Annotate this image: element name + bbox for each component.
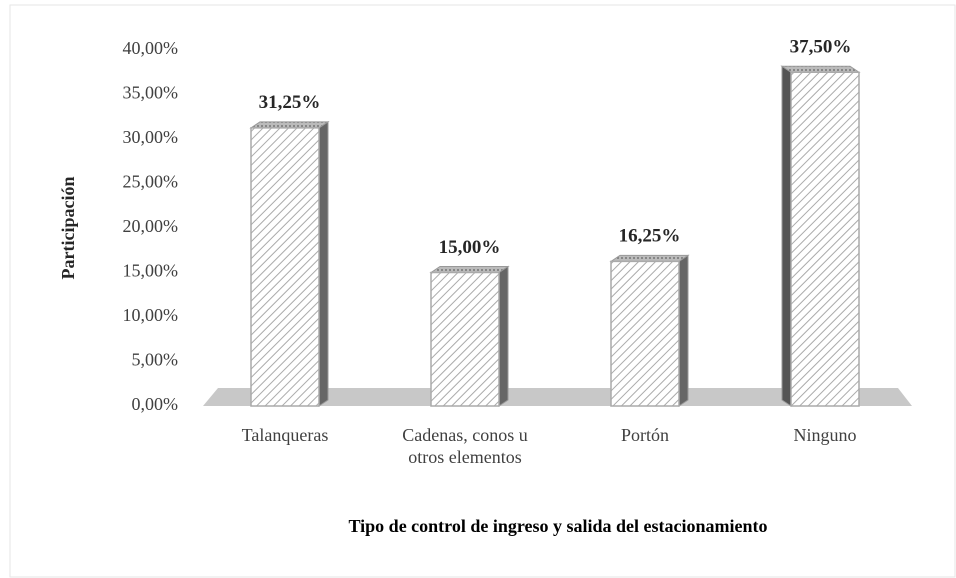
- x-tick-label: Portón: [620, 425, 669, 445]
- bar-top: [249, 121, 330, 129]
- data-label: 16,25%: [619, 226, 681, 247]
- bar-side: [318, 120, 329, 407]
- y-tick-label: 30,00%: [123, 127, 179, 147]
- x-axis-label: Tipo de control de ingreso y salida del …: [348, 516, 767, 536]
- y-tick-label: 40,00%: [123, 38, 179, 58]
- frame: [9, 4, 956, 578]
- y-tick-label: 0,00%: [132, 394, 179, 414]
- bar-top: [609, 254, 690, 262]
- y-tick-label: 25,00%: [123, 172, 179, 192]
- data-label: 37,50%: [790, 37, 852, 58]
- x-tick-label: Ninguno: [793, 425, 857, 445]
- bar-side: [498, 265, 509, 407]
- y-tick-label: 20,00%: [123, 216, 179, 236]
- bar: [430, 271, 500, 407]
- y-tick-label: 10,00%: [123, 305, 179, 325]
- bar: [610, 260, 680, 407]
- y-tick-label: 5,00%: [132, 350, 179, 370]
- bar-top: [780, 65, 861, 73]
- bar: [250, 127, 320, 407]
- data-label: 15,00%: [439, 237, 501, 258]
- data-label: 31,25%: [259, 92, 321, 113]
- bar-side: [678, 254, 689, 407]
- bar-side: [781, 65, 792, 407]
- y-axis-label: Participación: [58, 177, 78, 280]
- y-tick-label: 15,00%: [123, 261, 179, 281]
- floor: [203, 388, 912, 406]
- bar: [790, 71, 860, 407]
- y-tick-label: 35,00%: [123, 83, 179, 103]
- x-tick-label: Cadenas, conos u otros elementos: [402, 425, 528, 467]
- bar-top: [429, 266, 510, 273]
- x-tick-label: Talanqueras: [241, 425, 329, 445]
